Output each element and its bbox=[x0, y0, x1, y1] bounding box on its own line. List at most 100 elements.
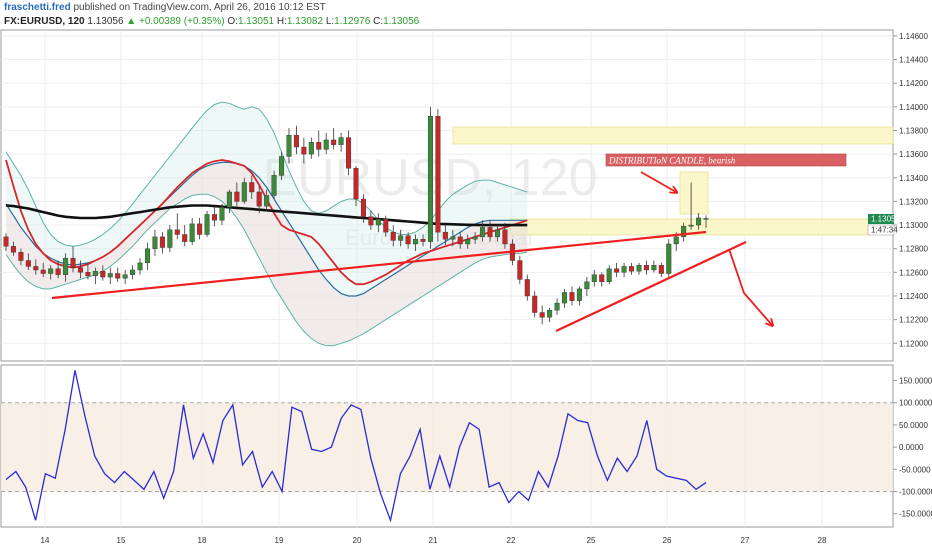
candle-body bbox=[584, 281, 590, 290]
candle-body bbox=[249, 182, 255, 193]
price-axis[interactable]: 1.14600 1.14400 1.14200 1.14000 1.13800 1.136… bbox=[893, 32, 928, 348]
cci-line bbox=[5, 370, 707, 523]
cci-tick-label: 150.0000 bbox=[899, 377, 932, 386]
candle-body bbox=[405, 235, 411, 245]
candles bbox=[3, 106, 709, 325]
candle-body bbox=[368, 216, 374, 226]
candle-body bbox=[457, 236, 463, 245]
candle-body bbox=[554, 302, 560, 311]
candle-body bbox=[442, 231, 448, 240]
candle-body bbox=[420, 239, 426, 242]
open-label: O: bbox=[227, 16, 238, 27]
price-tick-label: 1.14200 bbox=[899, 79, 928, 88]
rising-trendline[interactable] bbox=[555, 241, 747, 332]
candle-body bbox=[115, 273, 121, 279]
date-tick-label: 26 bbox=[663, 536, 672, 545]
price-tick-label: 1.12200 bbox=[899, 316, 928, 325]
candle-body bbox=[353, 168, 359, 200]
candle-body bbox=[48, 268, 54, 274]
candle-body bbox=[338, 137, 344, 145]
candle-body bbox=[264, 195, 270, 207]
price-tick-label: 1.13800 bbox=[899, 126, 928, 135]
candle-body bbox=[696, 217, 702, 226]
candle-body bbox=[331, 139, 337, 145]
price-change: ▲ +0.00389 (+0.35%) bbox=[126, 16, 225, 27]
candle-body bbox=[182, 234, 188, 242]
candle-body bbox=[197, 223, 203, 235]
candle-body bbox=[63, 257, 69, 275]
candle-body bbox=[576, 288, 582, 301]
candle-body bbox=[25, 260, 31, 267]
candle-body bbox=[539, 312, 545, 318]
cci-tick-label: -100.0000 bbox=[899, 487, 932, 496]
candle-body bbox=[189, 223, 195, 242]
current-zone[interactable] bbox=[509, 218, 869, 236]
candle-body bbox=[375, 218, 381, 226]
candle-body bbox=[323, 139, 329, 150]
candle-body bbox=[219, 207, 225, 221]
resistance-zone[interactable] bbox=[452, 126, 894, 145]
candle-body bbox=[85, 272, 91, 277]
candle-body bbox=[308, 142, 314, 155]
down-projection-arrow[interactable] bbox=[728, 248, 772, 325]
distribution-label: DISTRIBUTIoN CANDLE, bearish bbox=[608, 156, 736, 166]
candle-body bbox=[673, 236, 679, 245]
price-pane[interactable] bbox=[0, 29, 894, 362]
price-tick-label: 1.12400 bbox=[899, 292, 928, 301]
support-trendline[interactable] bbox=[51, 230, 707, 300]
distribution-label-box[interactable] bbox=[605, 153, 847, 167]
candle-body bbox=[226, 191, 232, 208]
candle-body bbox=[480, 227, 486, 238]
candle-body bbox=[487, 227, 493, 238]
candle-body bbox=[666, 243, 672, 274]
last-price: 1.13056 bbox=[87, 16, 124, 27]
cci-tick-label: 0.0000 bbox=[899, 443, 924, 452]
candle-body bbox=[621, 266, 627, 273]
price-tick-label: 1.13000 bbox=[899, 221, 928, 230]
candle-body bbox=[144, 248, 150, 264]
cci-tick-label: 50.0000 bbox=[899, 421, 928, 430]
candle-body bbox=[174, 229, 180, 235]
candle-body bbox=[40, 269, 46, 274]
date-tick-label: 28 bbox=[818, 536, 827, 545]
published-info: published on TradingView.com, April 26, … bbox=[73, 2, 326, 13]
price-tick-label: 1.12800 bbox=[899, 245, 928, 254]
candle-body bbox=[688, 224, 694, 227]
candle-body bbox=[346, 137, 352, 169]
symbol-label[interactable]: FX:EURUSD, 120 bbox=[4, 16, 85, 27]
date-axis[interactable]: 14 15 18 19 20 21 22 25 26 27 28 bbox=[41, 536, 827, 545]
candle-body bbox=[234, 191, 240, 202]
bollinger-outer-fill bbox=[6, 102, 528, 346]
candle-body bbox=[658, 265, 664, 274]
distribution-candle-box[interactable] bbox=[679, 171, 709, 215]
candle-body bbox=[256, 191, 262, 207]
candle-body bbox=[271, 175, 277, 196]
chart-header: fraschetti.fred published on TradingView… bbox=[0, 0, 932, 30]
candle-body bbox=[614, 268, 620, 273]
candle-body bbox=[18, 252, 24, 261]
candle-body bbox=[100, 270, 106, 278]
candle-body bbox=[390, 231, 396, 241]
distribution-arrow[interactable] bbox=[640, 171, 676, 192]
date-tick-label: 22 bbox=[507, 536, 516, 545]
countdown-tag-text: 1:47:34 bbox=[871, 226, 898, 235]
candle-body bbox=[569, 292, 575, 301]
candle-body bbox=[159, 236, 165, 248]
cci-tick-label: 100.0000 bbox=[899, 399, 932, 408]
candle-body bbox=[301, 146, 307, 155]
price-tick-label: 1.14600 bbox=[899, 32, 928, 41]
low-label: L: bbox=[325, 16, 335, 27]
candle-body bbox=[137, 262, 143, 271]
date-tick-label: 18 bbox=[198, 536, 207, 545]
author-name[interactable]: fraschetti.fred bbox=[4, 2, 71, 13]
price-tick-label: 1.12600 bbox=[899, 268, 928, 277]
date-tick-label: 25 bbox=[587, 536, 596, 545]
candle-body bbox=[152, 236, 158, 249]
candle-body bbox=[606, 268, 612, 282]
date-tick-label: 27 bbox=[741, 536, 750, 545]
cci-axis[interactable]: 150.0000 100.0000 50.0000 0.0000 -50.0000 -10… bbox=[893, 377, 932, 519]
candle-body bbox=[130, 269, 136, 275]
cci-tick-label: -50.0000 bbox=[899, 465, 931, 474]
date-tick-label: 15 bbox=[117, 536, 126, 545]
